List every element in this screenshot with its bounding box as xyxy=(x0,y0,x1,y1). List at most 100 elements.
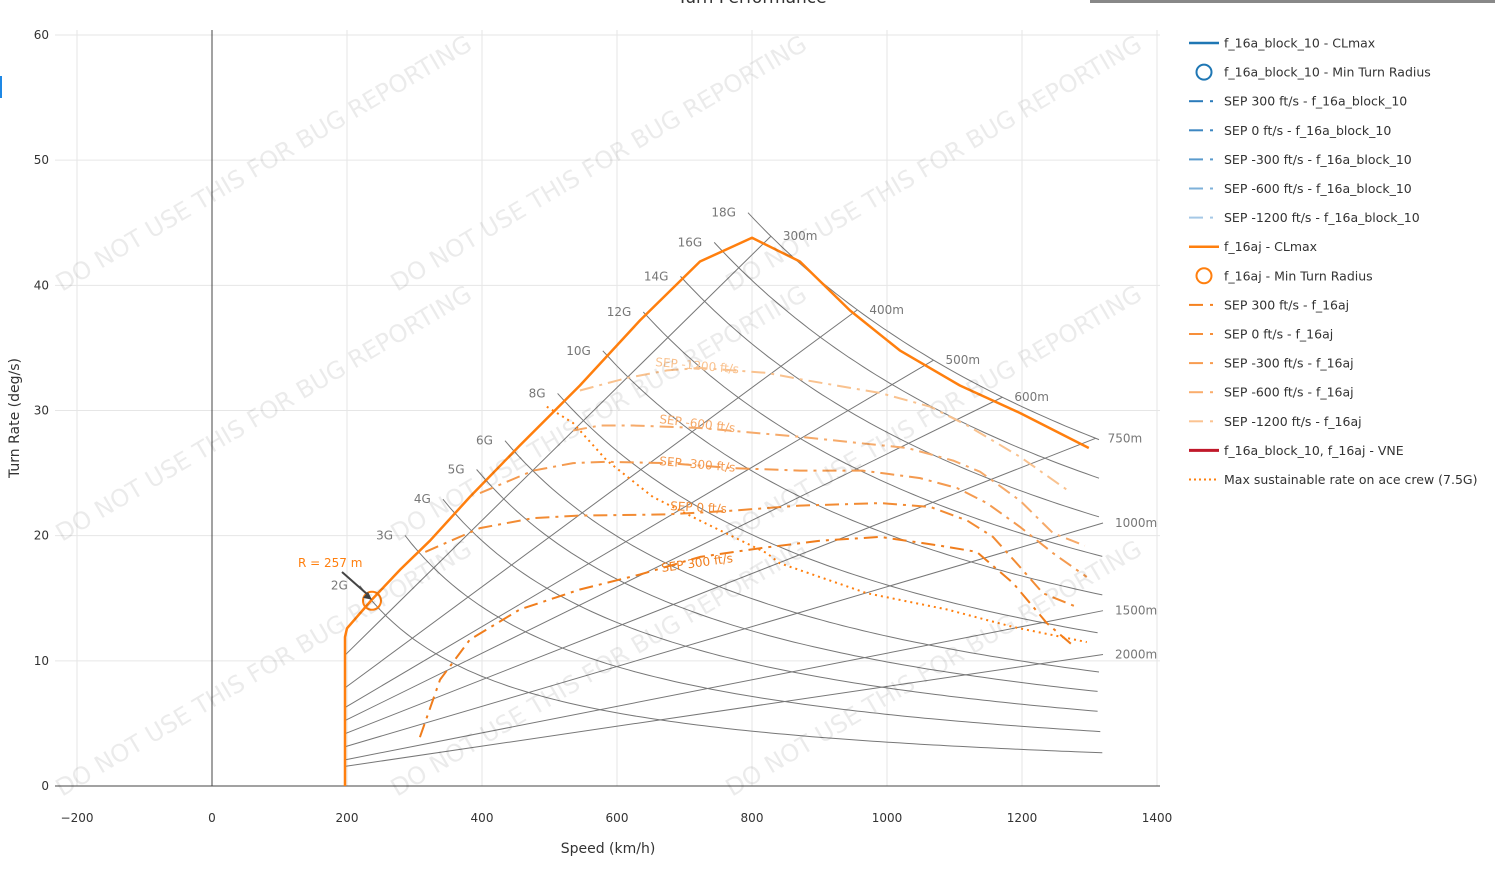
radius-line-1000 xyxy=(344,522,1104,748)
radius-line-600 xyxy=(344,396,1003,722)
legend-item[interactable]: f_16a_block_10 - CLmax xyxy=(1189,36,1375,51)
y-tick-label: 0 xyxy=(41,779,49,793)
radius-line-label: 1000m xyxy=(1115,516,1157,530)
side-panel-tab[interactable] xyxy=(0,76,2,98)
legend-item[interactable]: SEP 300 ft/s - f_16a_block_10 xyxy=(1189,94,1407,109)
legend-item[interactable]: SEP -600 ft/s - f_16a_block_10 xyxy=(1189,181,1412,196)
series-line-6 xyxy=(546,405,1088,644)
x-axis-title: Speed (km/h) xyxy=(561,841,656,857)
series-line-5 xyxy=(579,366,1071,493)
radius-line-2000 xyxy=(344,654,1104,767)
legend-item[interactable]: f_16aj - Min Turn Radius xyxy=(1195,267,1373,285)
legend-item[interactable]: SEP -300 ft/s - f_16aj xyxy=(1189,356,1354,371)
chart-title: Turn Performance xyxy=(676,0,826,8)
radius-line-label: 500m xyxy=(945,353,980,367)
radius-line-1500 xyxy=(344,610,1104,761)
legend-label: SEP 0 ft/s - f_16a_block_10 xyxy=(1224,123,1391,138)
legend-label: SEP -1200 ft/s - f_16aj xyxy=(1224,414,1362,429)
g-line-label: 14G xyxy=(644,269,669,283)
min-turn-radius-marker xyxy=(361,590,382,611)
g-line-label: 2G xyxy=(331,579,348,593)
legend-label: SEP -1200 ft/s - f_16a_block_10 xyxy=(1224,210,1420,225)
radius-line-500 xyxy=(344,359,934,708)
arrow-head-icon xyxy=(362,591,372,600)
g-line-label: 3G xyxy=(376,529,393,543)
legend-item[interactable]: SEP -300 ft/s - f_16a_block_10 xyxy=(1189,152,1412,167)
g-line-12 xyxy=(642,311,1103,557)
series-layer xyxy=(343,236,1090,786)
legend-circle-icon xyxy=(1195,63,1213,81)
y-tick-label: 60 xyxy=(34,28,49,42)
g-line-label: 18G xyxy=(711,206,736,220)
x-tick-label: 1400 xyxy=(1142,811,1173,825)
legend-item[interactable]: SEP 300 ft/s - f_16aj xyxy=(1189,297,1349,312)
x-tick-label: 400 xyxy=(471,811,494,825)
legend-item[interactable]: SEP -600 ft/s - f_16aj xyxy=(1189,385,1354,400)
sep-label: SEP 0 ft/s xyxy=(670,499,727,516)
legend-item[interactable]: f_16a_block_10 - Min Turn Radius xyxy=(1195,63,1431,81)
annotation-arrow xyxy=(341,571,370,597)
y-tick-label: 30 xyxy=(34,403,49,417)
legend-item[interactable]: SEP 0 ft/s - f_16a_block_10 xyxy=(1189,123,1391,138)
g-line-label: 6G xyxy=(476,434,493,448)
modebar[interactable] xyxy=(1090,0,1495,3)
g-line-label: 8G xyxy=(529,386,546,400)
x-tick-label: 600 xyxy=(606,811,629,825)
legend-label: SEP 0 ft/s - f_16aj xyxy=(1224,327,1333,342)
watermark-text: DO NOT USE THIS FOR BUG REPORTING xyxy=(721,535,1147,802)
legend-item[interactable]: f_16aj - CLmax xyxy=(1189,239,1317,254)
y-tick-label: 20 xyxy=(34,529,49,543)
legend-label: f_16a_block_10, f_16aj - VNE xyxy=(1224,443,1404,458)
radius-line-label: 750m xyxy=(1108,431,1143,445)
radius-line-750 xyxy=(344,437,1096,735)
y-axis-title: Turn Rate (deg/s) xyxy=(7,358,23,479)
radius-line-label: 400m xyxy=(869,303,904,317)
legend-item[interactable]: SEP 0 ft/s - f_16aj xyxy=(1189,327,1333,342)
legend-label: SEP -600 ft/s - f_16a_block_10 xyxy=(1224,181,1412,196)
g-line-10 xyxy=(602,350,1103,596)
series-line-4 xyxy=(572,424,1086,547)
legend-label: Max sustainable rate on ace crew (7.5G) xyxy=(1224,472,1478,487)
watermark-text: DO NOT USE THIS FOR BUG REPORTING xyxy=(721,280,1147,547)
g-line-label: 16G xyxy=(678,235,703,249)
x-tick-label: 0 xyxy=(208,811,216,825)
x-tick-label: 200 xyxy=(336,811,359,825)
legend-label: f_16a_block_10 - CLmax xyxy=(1224,36,1375,51)
g-load-lines: 2G 3G 4G 5G 6G 8G 10G 12G 14G 16G 18G xyxy=(331,206,1103,754)
watermark-text: DO NOT USE THIS FOR BUG REPORTING xyxy=(721,30,1147,297)
radius-line-label: 2000m xyxy=(1115,648,1157,662)
sep-label: SEP -300 ft/s xyxy=(659,454,736,475)
radius-line-label: 300m xyxy=(783,229,818,243)
g-line-16 xyxy=(713,242,1100,479)
axes: −200 0 200 400 600 800 1000 1200 1400 0 10 20 30 40 50… xyxy=(34,28,1173,825)
radius-line-label: 1500m xyxy=(1115,604,1157,618)
x-tick-label: 800 xyxy=(741,811,764,825)
g-line-label: 12G xyxy=(607,305,632,319)
y-tick-label: 50 xyxy=(34,153,49,167)
x-tick-label: 1000 xyxy=(872,811,903,825)
x-tick-label: −200 xyxy=(61,811,94,825)
annotations: SEP 300 ft/s SEP 0 ft/s SEP -300 ft/s SEP -… xyxy=(298,355,740,611)
g-line-6 xyxy=(504,440,1100,673)
legend-circle-icon xyxy=(1195,267,1213,285)
series-line-3 xyxy=(479,460,1088,578)
legend-item[interactable]: Max sustainable rate on ace crew (7.5G) xyxy=(1189,472,1478,487)
legend-label: SEP -300 ft/s - f_16aj xyxy=(1224,356,1354,371)
legend-item[interactable]: SEP -1200 ft/s - f_16a_block_10 xyxy=(1189,210,1420,225)
y-tick-label: 10 xyxy=(34,654,49,668)
radius-line-300 xyxy=(344,235,772,656)
y-tick-label: 40 xyxy=(34,278,49,292)
g-line-8 xyxy=(557,393,1098,634)
g-line-4 xyxy=(442,498,1098,712)
series-line-0 xyxy=(343,236,1090,786)
legend-label: SEP -300 ft/s - f_16a_block_10 xyxy=(1224,152,1412,167)
legend-label: SEP -600 ft/s - f_16aj xyxy=(1224,385,1354,400)
sep-label: SEP -600 ft/s xyxy=(659,412,736,435)
legend-label: f_16aj - Min Turn Radius xyxy=(1224,268,1373,283)
legend-item[interactable]: SEP -1200 ft/s - f_16aj xyxy=(1189,414,1362,429)
g-line-3 xyxy=(404,535,1101,733)
legend-item[interactable]: f_16a_block_10, f_16aj - VNE xyxy=(1189,443,1404,458)
sep-label: SEP 300 ft/s xyxy=(660,551,733,575)
legend-label: f_16aj - CLmax xyxy=(1224,239,1317,254)
